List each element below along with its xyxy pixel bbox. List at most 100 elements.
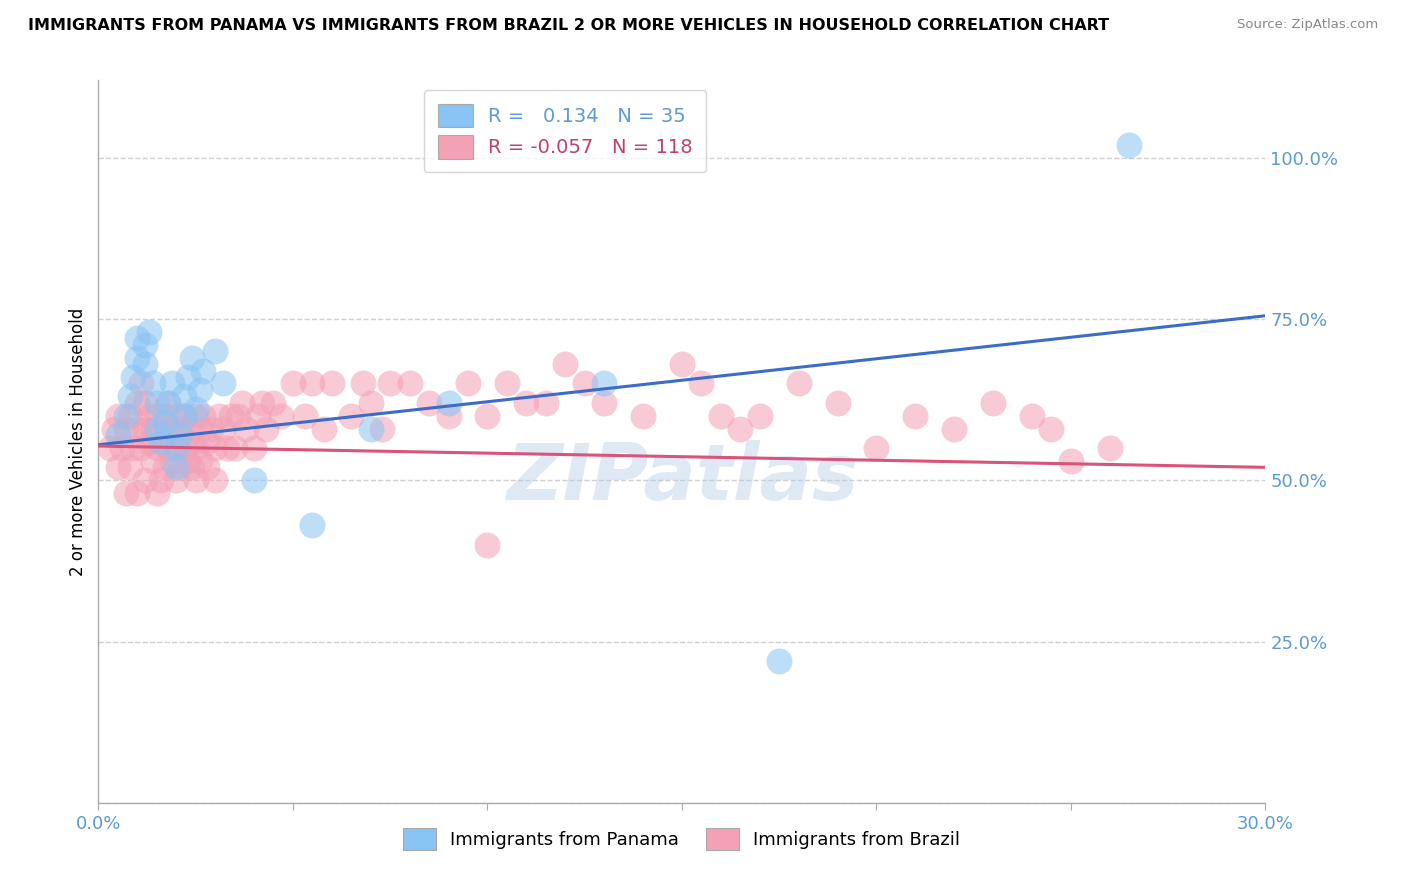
Point xyxy=(162,422,184,436)
Point xyxy=(134,396,156,410)
Point xyxy=(142,376,165,391)
Point xyxy=(118,409,141,423)
Point xyxy=(177,370,200,384)
Point xyxy=(127,422,149,436)
Point xyxy=(195,460,218,475)
Point xyxy=(180,434,202,449)
Point xyxy=(184,409,207,423)
Point xyxy=(149,434,172,449)
Point xyxy=(496,376,519,391)
Point xyxy=(437,396,460,410)
Point xyxy=(246,409,269,423)
Point xyxy=(710,409,733,423)
Point xyxy=(235,422,257,436)
Point xyxy=(118,460,141,475)
Point xyxy=(188,454,211,468)
Point xyxy=(138,434,160,449)
Point xyxy=(262,396,284,410)
Point xyxy=(204,344,226,359)
Point xyxy=(118,389,141,403)
Point xyxy=(301,518,323,533)
Point xyxy=(129,441,152,455)
Point xyxy=(243,473,266,487)
Point xyxy=(371,422,394,436)
Point xyxy=(534,396,557,410)
Point xyxy=(134,422,156,436)
Point xyxy=(146,486,169,500)
Point xyxy=(107,428,129,442)
Point xyxy=(593,376,616,391)
Point xyxy=(98,441,121,455)
Point xyxy=(165,409,187,423)
Point xyxy=(127,331,149,345)
Point xyxy=(142,422,165,436)
Point xyxy=(162,376,184,391)
Point xyxy=(173,389,195,403)
Point xyxy=(243,441,266,455)
Point xyxy=(146,422,169,436)
Point xyxy=(149,473,172,487)
Point xyxy=(1118,137,1140,152)
Point xyxy=(122,441,145,455)
Point xyxy=(254,422,277,436)
Point xyxy=(180,460,202,475)
Point xyxy=(146,396,169,410)
Point xyxy=(173,441,195,455)
Point xyxy=(114,409,136,423)
Point xyxy=(270,409,292,423)
Point xyxy=(193,409,215,423)
Point xyxy=(153,415,176,429)
Point xyxy=(103,422,125,436)
Point xyxy=(177,454,200,468)
Point xyxy=(865,441,887,455)
Point xyxy=(943,422,966,436)
Point xyxy=(321,376,343,391)
Legend: Immigrants from Panama, Immigrants from Brazil: Immigrants from Panama, Immigrants from … xyxy=(395,819,969,859)
Point xyxy=(360,422,382,436)
Point xyxy=(690,376,713,391)
Point xyxy=(146,441,169,455)
Point xyxy=(418,396,440,410)
Point xyxy=(200,422,222,436)
Point xyxy=(554,357,576,371)
Point xyxy=(787,376,810,391)
Point xyxy=(228,409,250,423)
Point xyxy=(153,460,176,475)
Point xyxy=(157,422,180,436)
Point xyxy=(730,422,752,436)
Point xyxy=(981,396,1004,410)
Point xyxy=(1060,454,1083,468)
Point xyxy=(122,370,145,384)
Point xyxy=(184,441,207,455)
Point xyxy=(208,409,231,423)
Point xyxy=(188,422,211,436)
Point xyxy=(398,376,420,391)
Point xyxy=(169,460,191,475)
Point xyxy=(165,460,187,475)
Point xyxy=(134,338,156,352)
Point xyxy=(138,325,160,339)
Text: Source: ZipAtlas.com: Source: ZipAtlas.com xyxy=(1237,18,1378,31)
Point xyxy=(134,473,156,487)
Point xyxy=(768,654,790,668)
Point xyxy=(184,473,207,487)
Point xyxy=(111,441,134,455)
Point xyxy=(224,441,246,455)
Point xyxy=(748,409,770,423)
Point xyxy=(204,441,226,455)
Point xyxy=(149,434,172,449)
Point xyxy=(477,538,499,552)
Point xyxy=(138,409,160,423)
Point xyxy=(165,441,187,455)
Point xyxy=(360,396,382,410)
Point xyxy=(169,422,191,436)
Y-axis label: 2 or more Vehicles in Household: 2 or more Vehicles in Household xyxy=(69,308,87,575)
Point xyxy=(173,409,195,423)
Point xyxy=(827,396,849,410)
Point xyxy=(212,376,235,391)
Point xyxy=(165,473,187,487)
Point xyxy=(340,409,363,423)
Point xyxy=(231,396,253,410)
Point xyxy=(157,441,180,455)
Point xyxy=(457,376,479,391)
